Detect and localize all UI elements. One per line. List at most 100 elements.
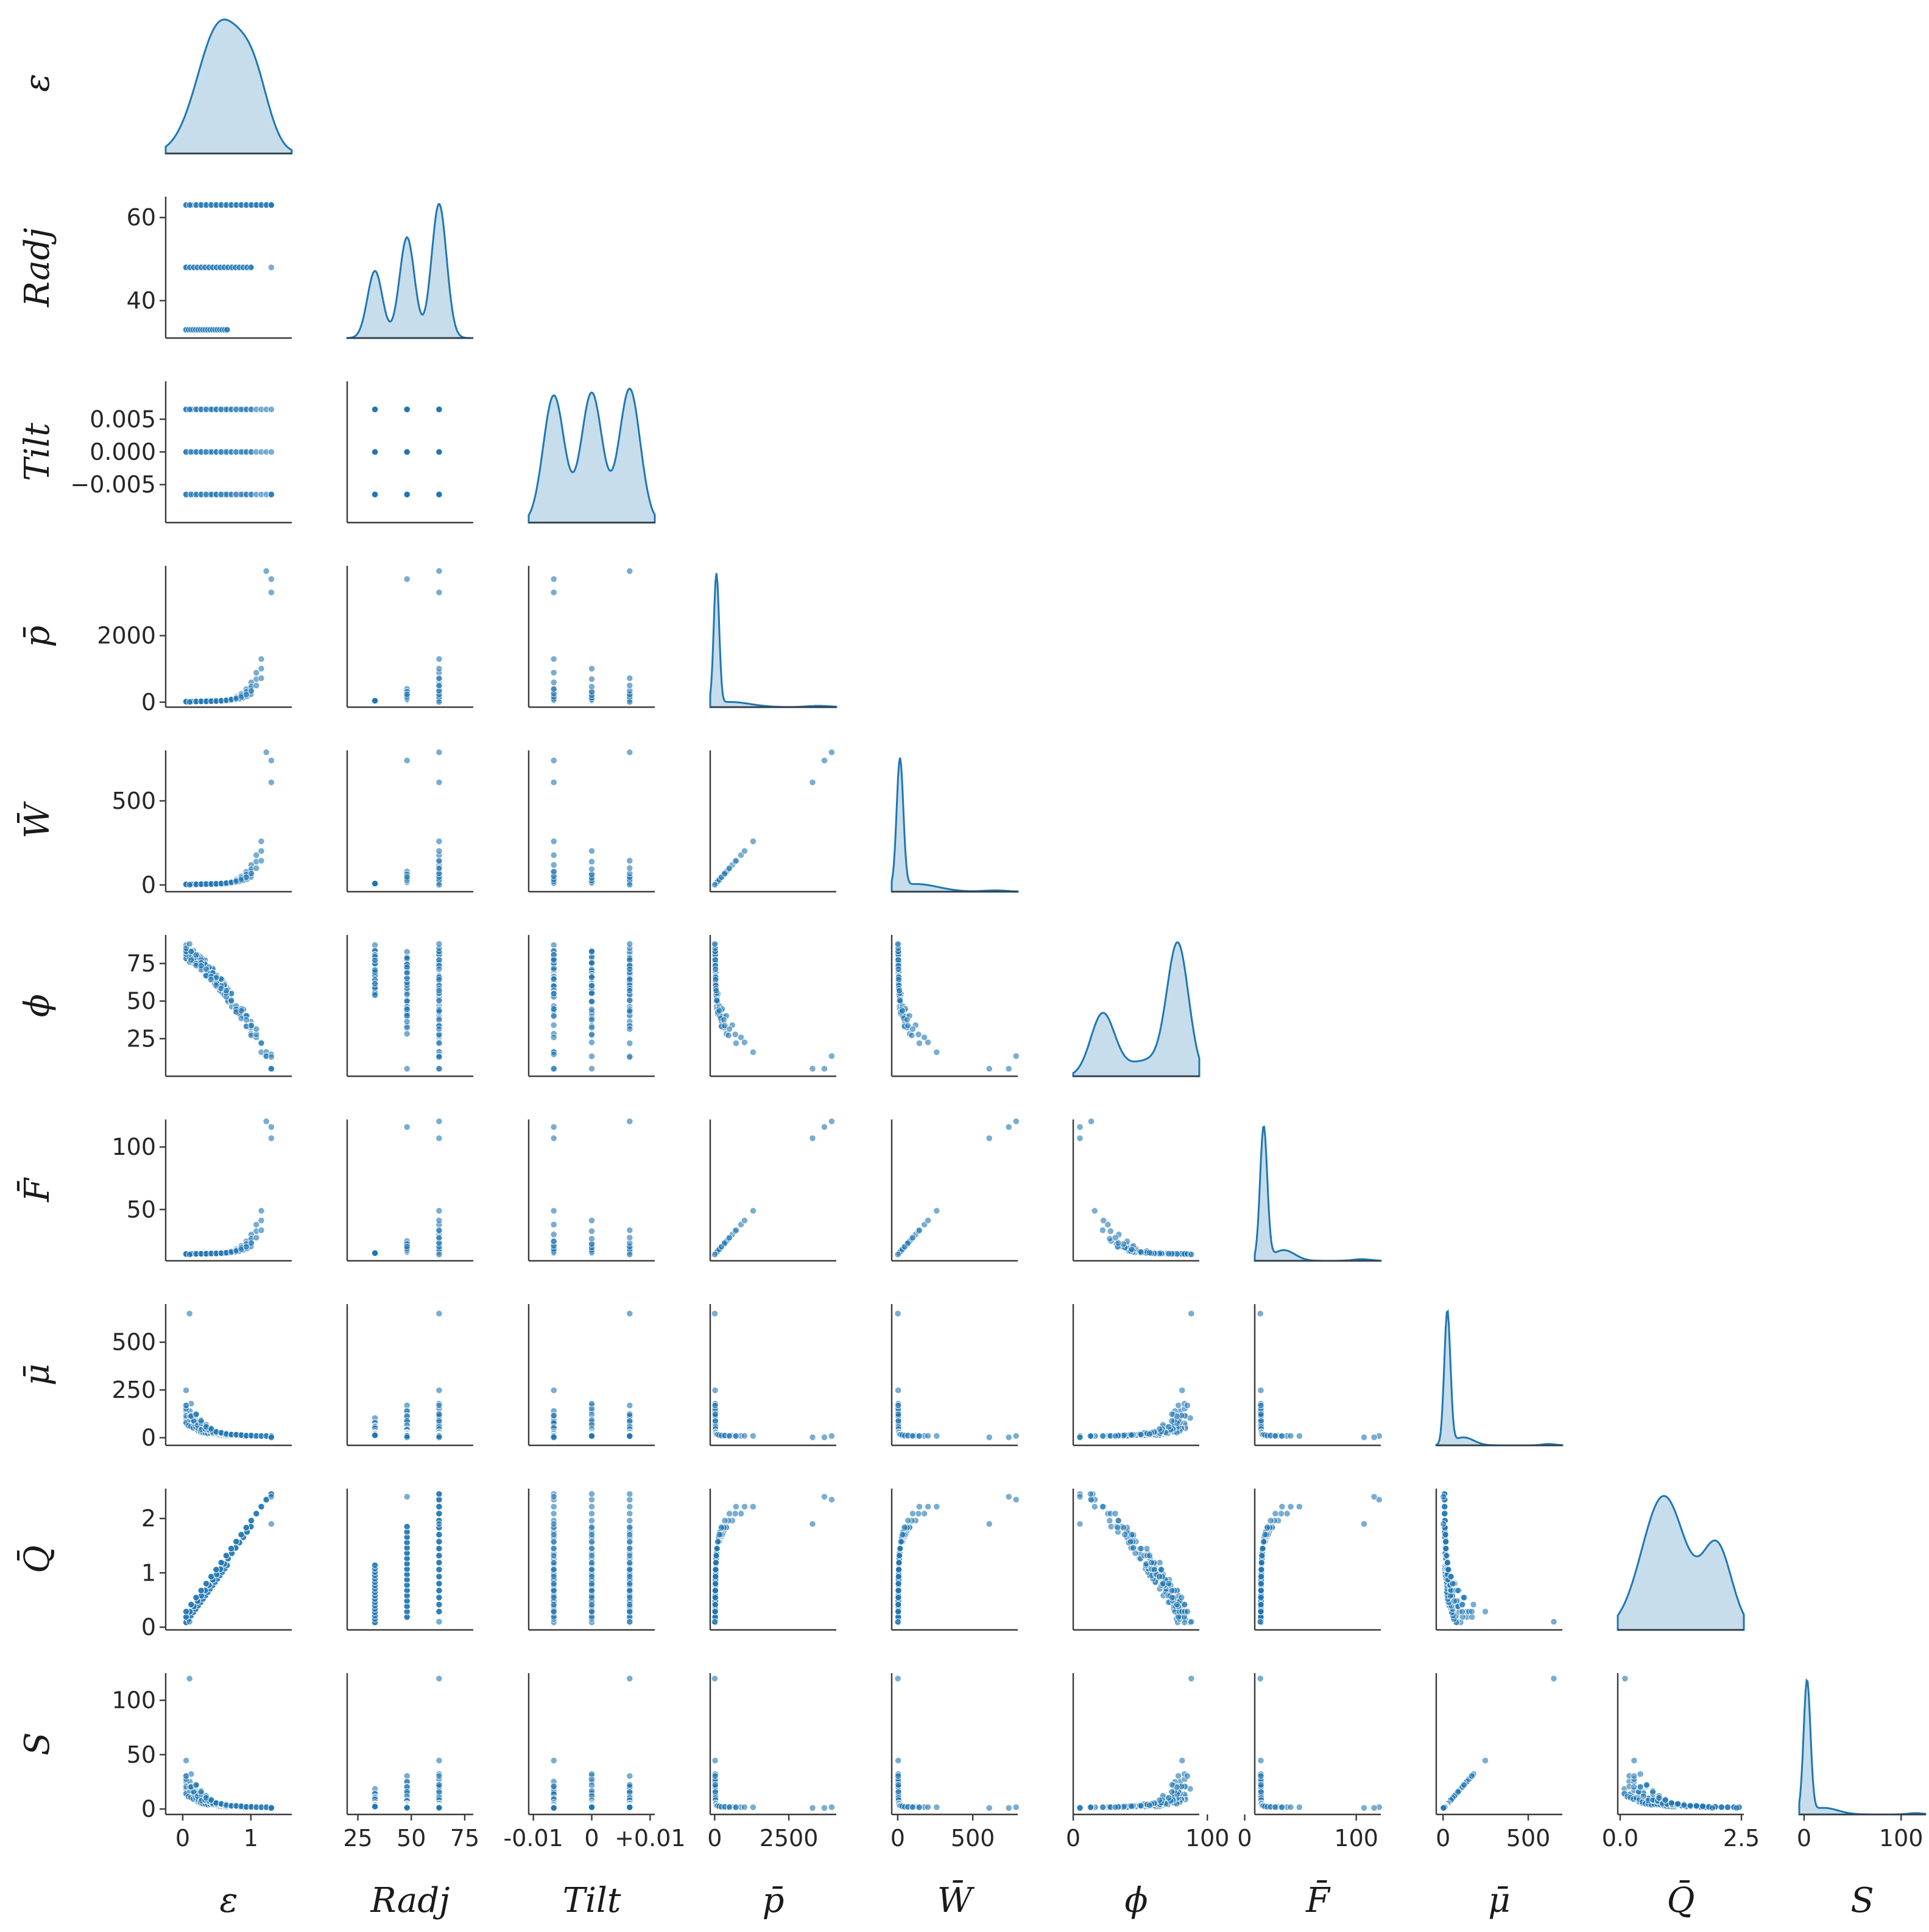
data-point <box>550 990 557 998</box>
data-point <box>403 975 411 982</box>
data-point <box>267 1123 275 1130</box>
data-point <box>550 965 557 972</box>
data-point <box>403 1401 411 1409</box>
data-point <box>749 837 757 845</box>
data-point <box>550 1221 557 1229</box>
data-point <box>588 990 596 997</box>
data-point <box>894 1310 901 1317</box>
data-point <box>721 1239 728 1247</box>
data-point <box>550 589 557 596</box>
data-point <box>238 1531 245 1539</box>
data-point <box>550 1412 557 1419</box>
data-point <box>820 1434 828 1441</box>
data-point <box>436 940 443 948</box>
data-point <box>182 1387 190 1394</box>
data-point <box>253 1025 260 1033</box>
data-point <box>208 1573 215 1581</box>
data-point <box>895 965 902 973</box>
y-tick-label: 25 <box>127 1025 156 1052</box>
panel-phi-vs-tilt <box>527 935 655 1077</box>
data-point <box>933 1433 940 1440</box>
data-point <box>1165 1423 1173 1431</box>
data-point <box>202 965 210 973</box>
data-point <box>898 1007 906 1015</box>
data-point <box>1100 1217 1107 1224</box>
data-point <box>436 1053 443 1060</box>
data-point <box>436 1007 443 1015</box>
data-point <box>550 976 557 983</box>
data-point <box>1005 1123 1012 1130</box>
data-point <box>588 1400 596 1408</box>
data-point <box>550 778 557 786</box>
data-point <box>1370 1434 1378 1441</box>
data-point <box>267 448 275 456</box>
data-point <box>820 1123 828 1130</box>
data-point <box>436 1387 443 1394</box>
data-point <box>1188 1310 1195 1317</box>
data-point <box>588 1006 596 1013</box>
data-point <box>222 987 230 995</box>
data-point <box>436 1016 443 1024</box>
data-point <box>712 976 719 983</box>
data-point <box>626 996 633 1004</box>
kde-curve-eps <box>164 18 293 155</box>
data-point <box>626 987 633 995</box>
data-point <box>1165 1250 1173 1257</box>
y-axis-label-eps: ε <box>18 74 57 92</box>
data-point <box>550 685 557 693</box>
data-point <box>258 1227 265 1234</box>
data-point <box>253 682 260 689</box>
data-point <box>1296 1433 1303 1440</box>
data-point <box>436 1207 443 1215</box>
data-point <box>550 1034 557 1041</box>
data-point <box>436 674 443 682</box>
data-point <box>588 982 596 990</box>
data-point <box>933 1207 940 1215</box>
data-point <box>371 1562 379 1569</box>
data-point <box>1257 1310 1264 1317</box>
data-point <box>828 1433 836 1440</box>
data-point <box>436 682 443 689</box>
y-axis-label-mu: μ̄ <box>18 1364 57 1386</box>
data-point <box>626 881 633 889</box>
data-point <box>263 1118 270 1125</box>
panel-phi-vs-radj <box>346 935 473 1077</box>
data-point <box>436 864 443 872</box>
data-point <box>626 1433 633 1440</box>
data-point <box>626 1007 633 1015</box>
data-point <box>217 1559 225 1567</box>
data-point <box>186 201 193 209</box>
data-point <box>182 1608 190 1615</box>
y-axis-label-q: Q̄ <box>16 1545 57 1573</box>
data-point <box>436 1417 443 1425</box>
data-point <box>895 1401 902 1409</box>
kde-curve-f <box>1254 1126 1382 1262</box>
data-point <box>1137 1249 1144 1256</box>
panel-p-vs-p <box>709 573 838 708</box>
data-point <box>1257 1387 1264 1394</box>
data-point <box>1137 1431 1144 1438</box>
data-point <box>828 749 836 756</box>
data-point <box>436 837 443 845</box>
data-point <box>436 448 443 456</box>
data-point <box>550 669 557 677</box>
panel-mu-vs-w <box>890 1304 1020 1447</box>
panel-f-vs-f <box>1254 1126 1382 1262</box>
data-point <box>371 880 379 887</box>
data-point <box>550 1123 557 1130</box>
data-point <box>588 959 596 967</box>
data-point <box>726 1432 733 1440</box>
panel-eps-vs-eps: ε <box>18 18 293 155</box>
data-point <box>403 1012 411 1020</box>
data-point <box>1168 1417 1176 1425</box>
data-point <box>247 1517 255 1525</box>
data-point <box>626 965 633 973</box>
data-point <box>436 1040 443 1047</box>
data-point <box>895 1417 902 1425</box>
data-point <box>403 991 411 998</box>
data-point <box>233 1538 240 1545</box>
data-point <box>371 1249 379 1257</box>
data-point <box>188 1601 195 1608</box>
panel-w-vs-w <box>890 757 1019 893</box>
